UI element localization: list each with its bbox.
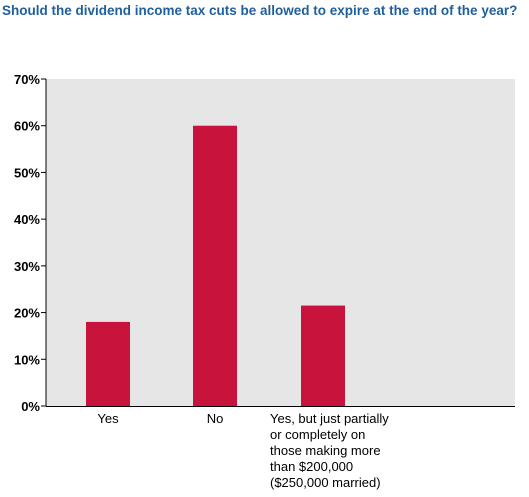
y-tick-label: 10% [14,352,40,367]
x-category-label: Yes [97,411,119,426]
y-axis-ticks: 0% 10% 20% 30% 40% 50% 60% 70% [14,72,46,414]
x-category-label: No [207,411,224,426]
y-tick-label: 40% [14,212,40,227]
y-tick-label: 60% [14,119,40,134]
bar-1 [193,125,237,406]
x-axis-labels: Yes No Yes, but just partially or completel… [97,411,389,490]
bar-0 [86,321,130,406]
chart-title: Should the dividend income tax cuts be a… [2,3,518,18]
y-tick-label: 20% [14,306,40,321]
y-tick-label: 50% [14,165,40,180]
x-category-label: Yes, but just partially or completely on t… [270,411,389,490]
y-tick-label: 70% [14,72,40,87]
y-tick-label: 0% [21,399,40,414]
bars-group [86,125,345,406]
y-tick-label: 30% [14,259,40,274]
bar-2 [301,305,345,406]
